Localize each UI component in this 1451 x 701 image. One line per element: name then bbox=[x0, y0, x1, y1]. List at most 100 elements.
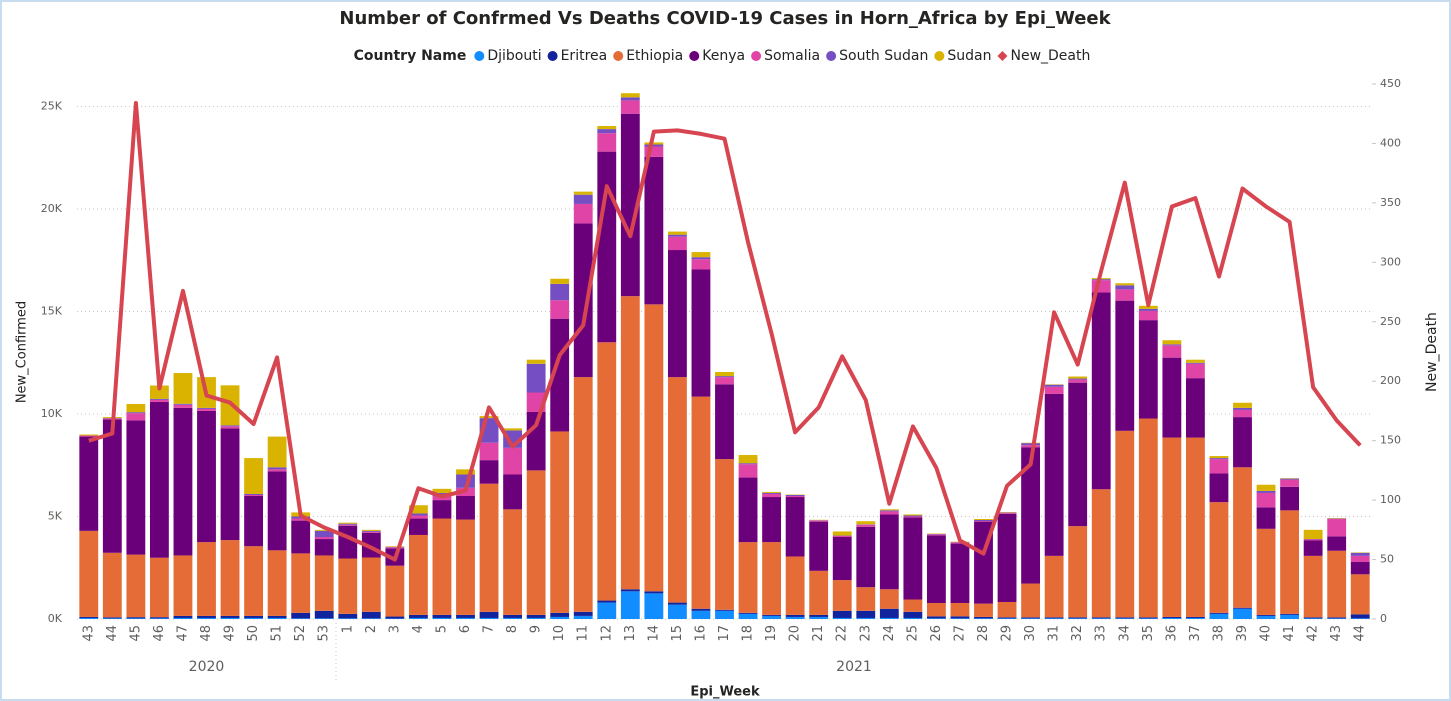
legend-marker bbox=[997, 51, 1008, 61]
bar-segment bbox=[1044, 384, 1064, 387]
bar-segment bbox=[197, 408, 216, 411]
bar-segment bbox=[503, 617, 523, 619]
y2-tick-label: 350 bbox=[1380, 196, 1401, 209]
x-tick-label: 52 bbox=[293, 625, 308, 642]
bar-segment bbox=[79, 436, 99, 531]
legend-marker bbox=[934, 51, 945, 61]
bar-segment bbox=[385, 546, 405, 547]
x-tick-label: 14 bbox=[646, 625, 661, 642]
bar-segment bbox=[573, 203, 593, 224]
y2-tick-label: 200 bbox=[1380, 374, 1401, 387]
bar-segment bbox=[126, 403, 146, 413]
bar-segment bbox=[715, 609, 734, 611]
bar-segment bbox=[856, 617, 876, 619]
bar-segment bbox=[903, 514, 923, 516]
legend-marker bbox=[474, 51, 485, 61]
bar-segment bbox=[950, 603, 970, 617]
bar-segment bbox=[1068, 379, 1088, 383]
bar-segment bbox=[738, 613, 758, 619]
bar-segment bbox=[1256, 528, 1276, 615]
bar-segment bbox=[314, 537, 334, 540]
bar-segment bbox=[762, 492, 782, 494]
bar-segment bbox=[1138, 310, 1158, 321]
bar-segment bbox=[1115, 300, 1135, 431]
bar-segment bbox=[620, 93, 640, 98]
x-group-label: 2020 bbox=[189, 659, 225, 675]
x-tick-label: 35 bbox=[1141, 625, 1156, 642]
y2-tick-label: 150 bbox=[1380, 434, 1401, 447]
x-tick-label: 11 bbox=[576, 625, 591, 642]
bar-segment bbox=[1350, 574, 1370, 615]
bar-segment bbox=[667, 604, 687, 619]
bar-segment bbox=[1138, 418, 1158, 618]
legend-marker bbox=[613, 51, 624, 61]
bar-segment bbox=[573, 191, 593, 195]
bar-segment bbox=[974, 519, 993, 522]
bar-segment bbox=[1115, 289, 1135, 301]
bar-segment bbox=[785, 616, 805, 619]
bar-segment bbox=[526, 359, 546, 364]
bar-segment bbox=[691, 259, 711, 270]
x-axis-title: Epi_Week bbox=[690, 685, 760, 700]
bar-segment bbox=[1162, 357, 1182, 438]
x-group-label: 2021 bbox=[836, 659, 872, 675]
bar-segment bbox=[1021, 618, 1041, 619]
bar-segment bbox=[1068, 376, 1088, 379]
bar-segment bbox=[691, 396, 711, 609]
bar-segment bbox=[1233, 607, 1252, 609]
bar-segment bbox=[1350, 552, 1370, 556]
bar-segment bbox=[1185, 616, 1205, 618]
bar-segment bbox=[361, 529, 381, 531]
bar-segment bbox=[314, 539, 334, 556]
bar-segment bbox=[220, 540, 240, 616]
bar-segment bbox=[644, 304, 664, 592]
bar-segment bbox=[1280, 486, 1300, 511]
bar-segment bbox=[597, 600, 617, 603]
bar-segment bbox=[408, 505, 428, 514]
bar-segment bbox=[149, 557, 169, 618]
bar-segment bbox=[1162, 344, 1182, 346]
bar-segment bbox=[1303, 539, 1323, 541]
bar-segment bbox=[314, 529, 334, 531]
bar-segment bbox=[1115, 430, 1135, 618]
x-tick-label: 47 bbox=[176, 625, 191, 642]
bar-segment bbox=[715, 610, 734, 619]
bar-segment bbox=[879, 510, 899, 512]
bar-segment bbox=[126, 412, 146, 414]
bar-segment bbox=[197, 617, 216, 619]
bar-segment bbox=[832, 580, 852, 611]
bar-segment bbox=[126, 413, 146, 421]
bar-segment bbox=[79, 616, 99, 618]
legend-label: South Sudan bbox=[839, 48, 928, 64]
y-tick-label: 15K bbox=[41, 305, 63, 318]
bar-segment bbox=[408, 617, 428, 619]
bar-segment bbox=[856, 521, 876, 525]
bar-segment bbox=[1303, 618, 1323, 619]
bar-segment bbox=[1233, 608, 1252, 619]
x-tick-label: 24 bbox=[882, 625, 897, 642]
bar-segment bbox=[267, 617, 287, 619]
bar-segment bbox=[361, 557, 381, 612]
bar-segment bbox=[1303, 555, 1323, 618]
bar-segment bbox=[1044, 386, 1064, 394]
bar-segment bbox=[1233, 407, 1252, 410]
bar-segment bbox=[903, 517, 923, 600]
bar-segment bbox=[385, 547, 405, 549]
bar-segment bbox=[1162, 616, 1182, 618]
bar-segment bbox=[738, 477, 758, 543]
bar-segment bbox=[1233, 409, 1252, 418]
x-tick-label: 36 bbox=[1164, 625, 1179, 642]
bar-segment bbox=[738, 612, 758, 614]
x-tick-label: 43 bbox=[1329, 625, 1344, 642]
x-tick-label: 44 bbox=[105, 625, 120, 642]
bar-segment bbox=[644, 591, 664, 594]
bar-segment bbox=[667, 234, 687, 237]
bar-segment bbox=[785, 497, 805, 557]
bar-segment bbox=[432, 488, 452, 493]
bar-segment bbox=[1209, 612, 1229, 614]
x-tick-label: 1 bbox=[340, 625, 355, 633]
legend: Country Name Djibouti Eritrea Ethiopia Kenya… bbox=[354, 48, 1091, 64]
x-tick-label: 15 bbox=[670, 625, 685, 642]
bar-segment bbox=[1021, 447, 1041, 584]
legend-marker bbox=[547, 51, 558, 61]
